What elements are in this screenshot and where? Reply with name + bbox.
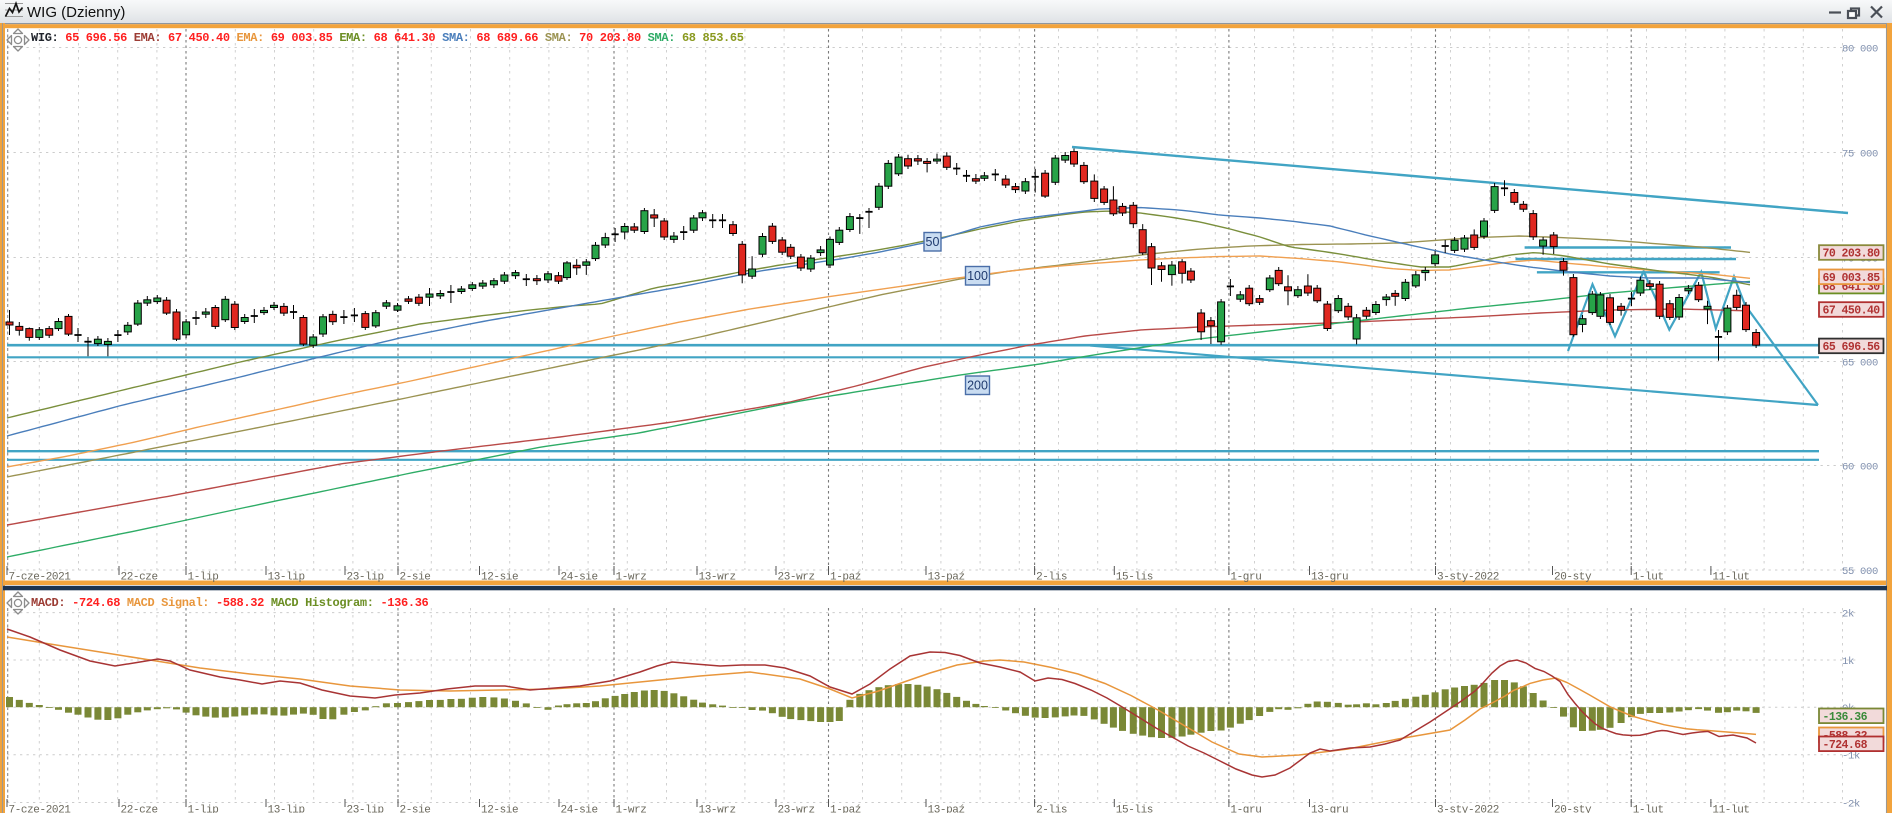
svg-text:23-wrz: 23-wrz [778, 804, 815, 813]
svg-text:1-lip: 1-lip [188, 804, 219, 813]
svg-text:1-lut: 1-lut [1633, 572, 1664, 584]
svg-text:22-cze: 22-cze [121, 572, 158, 584]
svg-text:1k: 1k [1842, 656, 1854, 668]
svg-text:1-paź: 1-paź [830, 804, 861, 813]
svg-text:7-cze-2021: 7-cze-2021 [9, 804, 72, 813]
svg-text:13-paź: 13-paź [928, 804, 965, 813]
svg-text:13-wrz: 13-wrz [699, 572, 736, 584]
svg-text:23-wrz: 23-wrz [778, 572, 815, 584]
svg-text:11-lut: 11-lut [1712, 572, 1749, 584]
svg-text:100: 100 [967, 269, 988, 283]
svg-text:WIG: 65 696.56 EMA: 67 450.40: WIG: 65 696.56 EMA: 67 450.40 EMA: 69 00… [31, 31, 744, 45]
svg-text:65 000: 65 000 [1842, 357, 1878, 369]
svg-text:1-wrz: 1-wrz [616, 804, 647, 813]
svg-text:13-lip: 13-lip [268, 572, 305, 584]
svg-text:200: 200 [967, 379, 988, 393]
svg-text:24-sie: 24-sie [561, 572, 598, 584]
svg-text:20-sty: 20-sty [1554, 572, 1592, 584]
svg-text:20-sty: 20-sty [1554, 804, 1592, 813]
svg-text:WIG (Dzienny): WIG (Dzienny) [27, 4, 125, 21]
svg-text:24-sie: 24-sie [561, 804, 598, 813]
svg-text:1-lut: 1-lut [1633, 804, 1664, 813]
svg-text:75 000: 75 000 [1842, 148, 1878, 160]
svg-text:2-sie: 2-sie [400, 804, 431, 813]
svg-text:15-lis: 15-lis [1116, 572, 1153, 584]
svg-text:13-paź: 13-paź [928, 572, 965, 584]
svg-text:MACD: -724.68 MACD Signal: -58: MACD: -724.68 MACD Signal: -588.32 MACD … [31, 596, 429, 610]
svg-text:1-lip: 1-lip [188, 572, 219, 584]
svg-text:67 450.40: 67 450.40 [1823, 305, 1881, 318]
svg-text:-1k: -1k [1842, 751, 1860, 763]
svg-text:55 000: 55 000 [1842, 566, 1878, 578]
svg-text:3-sty-2022: 3-sty-2022 [1437, 804, 1499, 813]
svg-text:3-sty-2022: 3-sty-2022 [1437, 572, 1499, 584]
svg-text:-2k: -2k [1842, 798, 1860, 810]
svg-text:70 203.80: 70 203.80 [1823, 248, 1881, 261]
svg-text:11-lut: 11-lut [1712, 804, 1749, 813]
svg-text:1-paź: 1-paź [830, 572, 861, 584]
svg-text:2k: 2k [1842, 608, 1854, 620]
svg-text:13-wrz: 13-wrz [699, 804, 736, 813]
svg-text:13-gru: 13-gru [1311, 804, 1348, 813]
svg-text:22-cze: 22-cze [121, 804, 158, 813]
svg-text:13-gru: 13-gru [1311, 572, 1348, 584]
svg-text:7-cze-2021: 7-cze-2021 [9, 572, 72, 584]
svg-text:12-sie: 12-sie [481, 572, 518, 584]
svg-text:65 696.56: 65 696.56 [1823, 341, 1881, 354]
svg-text:2-lis: 2-lis [1036, 572, 1067, 584]
svg-text:80 000: 80 000 [1842, 43, 1878, 55]
svg-text:1-gru: 1-gru [1230, 572, 1261, 584]
svg-text:1-wrz: 1-wrz [616, 572, 647, 584]
svg-text:15-lis: 15-lis [1116, 804, 1153, 813]
svg-text:60 000: 60 000 [1842, 461, 1878, 473]
svg-text:23-lip: 23-lip [347, 804, 384, 813]
svg-text:23-lip: 23-lip [347, 572, 384, 584]
svg-text:69 003.85: 69 003.85 [1823, 272, 1881, 285]
svg-text:2-lis: 2-lis [1036, 804, 1067, 813]
svg-text:1-gru: 1-gru [1230, 804, 1261, 813]
svg-text:12-sie: 12-sie [481, 804, 518, 813]
svg-text:2-sie: 2-sie [400, 572, 431, 584]
svg-text:-136.36: -136.36 [1823, 711, 1868, 724]
svg-text:50: 50 [926, 235, 940, 249]
svg-text:-724.68: -724.68 [1823, 739, 1868, 752]
svg-text:13-lip: 13-lip [268, 804, 305, 813]
